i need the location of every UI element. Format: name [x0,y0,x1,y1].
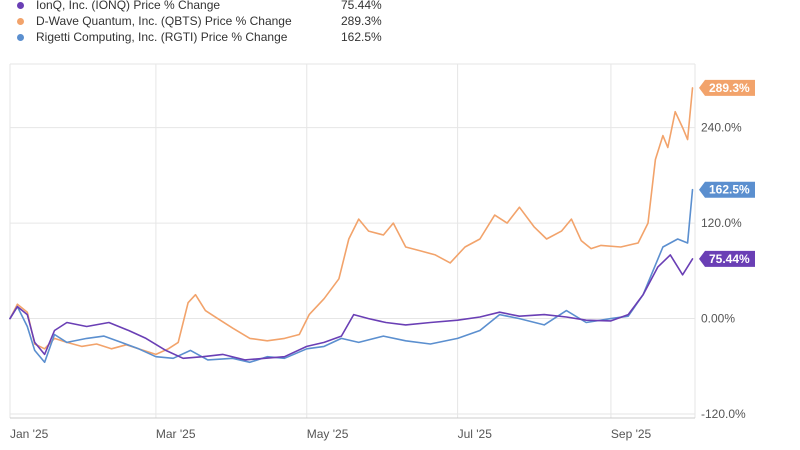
series-line-d-wave-quantum-inc-qbts-price-change[interactable] [9,87,694,356]
legend-value-ionq: 75.44% [341,0,382,12]
legend-label-qbts: D-Wave Quantum, Inc. (QBTS) Price % Chan… [36,14,292,28]
legend-marker-rgti [17,34,24,41]
y-tick-label: 0.00% [701,312,735,326]
chart-legend: IonQ, Inc. (IONQ) Price % Change 75.44% … [14,0,414,45]
x-tick-label: May '25 [307,427,349,441]
y-tick-label: 240.0% [701,121,742,135]
legend-value-rgti: 162.5% [341,30,382,44]
end-value-label: 75.44% [709,252,750,266]
x-tick-label: Jan '25 [10,427,49,441]
end-label-flag-ionq-inc-ionq-price-change [699,250,755,267]
legend-label-ionq: IonQ, Inc. (IONQ) Price % Change [36,0,221,12]
series-line-rigetti-computing-inc-rgti-price-change[interactable] [9,188,694,364]
legend-item-ionq[interactable]: IonQ, Inc. (IONQ) Price % Change 75.44% [14,0,414,13]
series-line-ionq-inc-ionq-price-change[interactable] [9,254,694,361]
legend-marker-qbts [17,18,24,25]
legend-item-rgti[interactable]: Rigetti Computing, Inc. (RGTI) Price % C… [14,29,414,45]
x-tick-label: Mar '25 [156,427,196,441]
end-value-label: 289.3% [709,81,750,95]
end-value-label: 162.5% [709,183,750,197]
legend-value-qbts: 289.3% [341,14,382,28]
end-label-flag-d-wave-quantum-inc-qbts-price-change [699,79,755,96]
y-tick-label: 120.0% [701,216,742,230]
legend-label-rgti: Rigetti Computing, Inc. (RGTI) Price % C… [36,30,288,44]
x-tick-label: Jul '25 [458,427,493,441]
end-label-flag-rigetti-computing-inc-rgti-price-change [699,181,755,198]
y-tick-label: -120.0% [701,407,746,421]
x-tick-label: Sep '25 [611,427,652,441]
legend-marker-ionq [17,2,24,9]
legend-item-qbts[interactable]: D-Wave Quantum, Inc. (QBTS) Price % Chan… [14,13,414,29]
